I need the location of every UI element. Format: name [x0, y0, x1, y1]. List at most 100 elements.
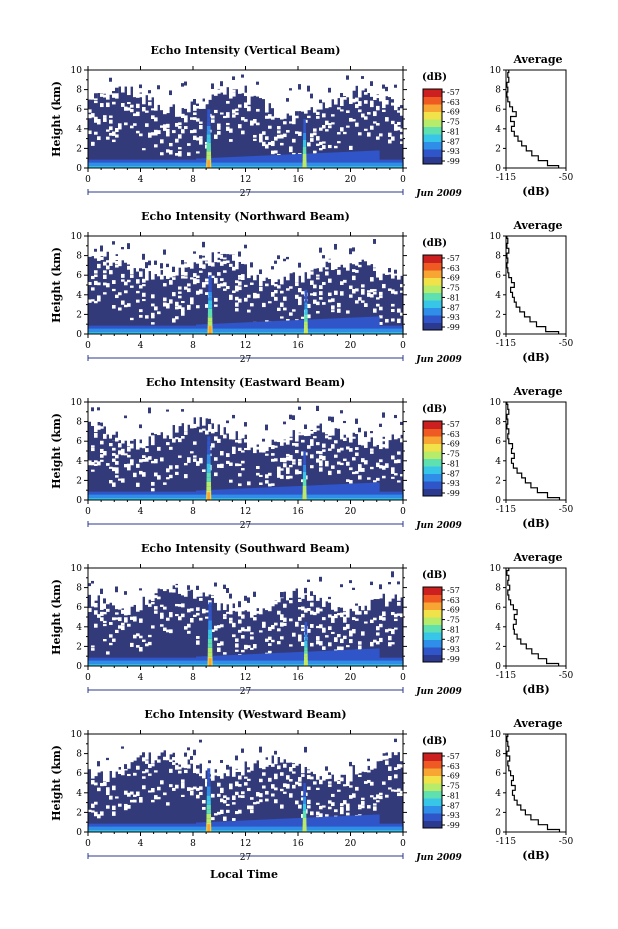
echo-cell — [337, 494, 341, 499]
no-data-cell — [100, 782, 104, 787]
colorbar-segment — [423, 488, 442, 497]
no-data-cell — [316, 607, 320, 612]
no-data-cell — [394, 627, 398, 630]
plume-cell — [206, 481, 212, 487]
echo-cell — [310, 328, 314, 333]
no-data-cell — [313, 299, 317, 304]
echo-cell — [328, 318, 332, 332]
no-data-cell — [223, 260, 227, 265]
plume-cell — [302, 807, 307, 811]
echo-cell — [319, 247, 323, 253]
no-data-cell — [115, 467, 119, 472]
no-data-cell — [115, 70, 119, 99]
no-data-cell — [295, 70, 299, 119]
no-data-cell — [292, 138, 296, 143]
no-data-cell — [397, 126, 401, 131]
no-data-cell — [397, 402, 401, 439]
plume-cell — [206, 472, 211, 478]
no-data-cell — [241, 130, 245, 135]
echo-cell — [343, 162, 347, 167]
no-data-cell — [313, 284, 317, 289]
no-data-cell — [202, 608, 206, 614]
echo-cell — [238, 488, 242, 498]
echo-cell — [316, 405, 320, 412]
no-data-cell — [277, 628, 281, 632]
no-data-cell — [214, 637, 218, 641]
echo-cell — [397, 830, 401, 832]
echo-cell — [334, 498, 338, 500]
echo-cell — [388, 166, 392, 168]
plume-cell — [208, 634, 213, 639]
no-data-cell — [148, 734, 152, 753]
average-x-tick-label: -115 — [496, 505, 516, 515]
no-data-cell — [289, 402, 293, 437]
no-data-cell — [223, 282, 227, 287]
no-data-cell — [124, 803, 128, 806]
no-data-cell — [277, 402, 281, 443]
no-data-cell — [358, 102, 362, 107]
plume-cell — [207, 321, 213, 326]
echo-cell — [151, 166, 155, 168]
no-data-cell — [265, 474, 269, 479]
echo-cell — [295, 486, 299, 498]
colorbar-tick-label: -87 — [447, 303, 460, 312]
echo-cell — [232, 414, 236, 419]
average-y-tick-label: 6 — [495, 603, 501, 613]
echo-cell — [391, 328, 395, 333]
no-data-cell — [103, 451, 107, 454]
no-data-cell — [136, 236, 140, 272]
no-data-cell — [184, 115, 188, 120]
no-data-cell — [91, 803, 95, 808]
colorbar: (dB)-57-63-69-75-81-87-93-99 — [422, 736, 460, 830]
echo-cell — [160, 664, 164, 666]
echo-cell — [397, 494, 401, 499]
echo-cell — [91, 162, 95, 167]
echo-cell — [223, 157, 227, 166]
no-data-cell — [346, 803, 350, 809]
no-data-cell — [163, 734, 167, 751]
no-data-cell — [391, 611, 395, 616]
echo-cell — [241, 322, 245, 332]
echo-cell — [376, 162, 380, 167]
no-data-cell — [253, 644, 257, 649]
no-data-cell — [286, 130, 290, 133]
no-data-cell — [163, 70, 167, 115]
echo-cell — [160, 332, 164, 334]
echo-cell — [295, 111, 299, 116]
no-data-cell — [151, 236, 155, 280]
echo-cell — [280, 498, 284, 500]
plume-cell — [303, 800, 307, 804]
no-data-cell — [211, 629, 215, 632]
no-data-cell — [346, 624, 350, 627]
echo-cell — [367, 316, 371, 332]
x-tick-label: 4 — [138, 175, 144, 185]
echo-cell — [214, 582, 218, 587]
echo-cell — [112, 660, 116, 665]
no-data-cell — [322, 568, 326, 607]
echo-cell — [292, 830, 296, 832]
no-data-cell — [292, 462, 296, 465]
no-data-cell — [301, 402, 305, 436]
no-data-cell — [97, 814, 101, 819]
echo-cell — [364, 494, 368, 499]
no-data-cell — [169, 734, 173, 755]
no-data-cell — [274, 799, 278, 804]
no-data-cell — [130, 104, 134, 108]
no-data-cell — [346, 568, 350, 618]
echo-cell — [298, 826, 302, 831]
echo-cell — [133, 830, 137, 832]
echo-cell — [271, 487, 275, 498]
echo-cell — [280, 162, 284, 167]
x-tick-label: 0 — [400, 175, 406, 185]
plume-cell — [207, 117, 211, 122]
no-data-cell — [214, 472, 218, 477]
no-data-cell — [304, 70, 308, 114]
no-data-cell — [196, 463, 200, 466]
no-data-cell — [304, 608, 308, 613]
echo-cell — [307, 485, 311, 498]
no-data-cell — [280, 772, 284, 776]
no-data-cell — [325, 814, 329, 817]
colorbar-segment — [423, 149, 442, 157]
echo-cell — [226, 660, 230, 665]
plume-cell — [206, 809, 211, 814]
